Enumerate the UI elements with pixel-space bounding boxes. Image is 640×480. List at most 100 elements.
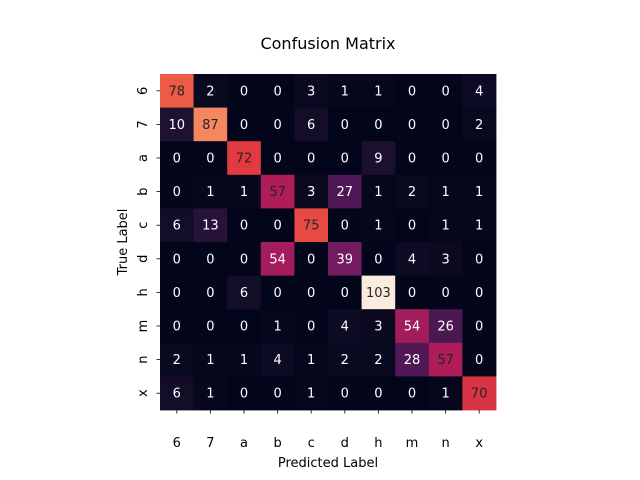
heatmap-cell: [328, 376, 362, 411]
cell-value-label: 0: [341, 286, 349, 301]
cell-value-label: 0: [273, 387, 281, 402]
cell-value-label: 4: [341, 320, 349, 335]
heatmap-cell: [428, 309, 463, 344]
cell-value-label: 0: [240, 219, 248, 234]
heatmap-cell: [428, 174, 463, 209]
heatmap-cell: [193, 376, 228, 411]
cell-value-label: 0: [408, 286, 416, 301]
heatmap-cell: [428, 275, 463, 310]
cell-value-label: 1: [206, 353, 214, 368]
cell-value-label: 1: [273, 320, 281, 335]
cell-value-label: 26: [437, 320, 454, 335]
heatmap-cell: [462, 208, 497, 243]
heatmap-cell: [260, 74, 295, 108]
cell-value-label: 0: [240, 84, 248, 99]
heatmap-cell: [227, 376, 262, 411]
heatmap-cell: [462, 242, 497, 276]
heatmap-cell: [395, 74, 430, 108]
heatmap-cell: [361, 242, 396, 276]
heatmap-cell: [193, 74, 228, 108]
heatmap-cell: [294, 74, 329, 108]
cell-value-label: 54: [269, 252, 286, 267]
cell-value-label: 0: [441, 286, 449, 301]
cell-value-label: 0: [307, 286, 315, 301]
heatmap-cell: [462, 74, 497, 108]
heatmap-cell: [361, 141, 396, 176]
cell-value-label: 1: [475, 185, 483, 200]
cell-value-label: 0: [273, 219, 281, 234]
heatmap-cell: [361, 107, 396, 142]
heatmap-cell: [395, 141, 430, 176]
heatmap-cell: [462, 376, 497, 411]
heatmap-cell: [227, 74, 262, 108]
heatmap-cell: [160, 342, 194, 377]
cell-value-label: 103: [366, 286, 391, 301]
heatmap-cell: [193, 242, 228, 276]
heatmap-cell: [361, 74, 396, 108]
cell-value-label: 1: [341, 84, 349, 99]
cell-value-label: 0: [475, 286, 483, 301]
cell-value-label: 1: [374, 219, 382, 234]
cell-value-label: 0: [374, 252, 382, 267]
cell-value-label: 0: [408, 84, 416, 99]
cell-value-label: 0: [240, 252, 248, 267]
heatmap-cell: [395, 309, 430, 344]
heatmap-cell: [193, 275, 228, 310]
heatmap-cell: [160, 74, 194, 108]
cell-value-label: 70: [471, 387, 488, 402]
heatmap-cell: [428, 242, 463, 276]
heatmap-cell: [462, 141, 497, 176]
y-tick-label: a: [136, 154, 151, 162]
cell-value-label: 2: [206, 84, 214, 99]
cell-value-label: 1: [374, 84, 382, 99]
cell-value-label: 3: [441, 252, 449, 267]
cell-value-label: 0: [240, 118, 248, 133]
cell-value-label: 0: [341, 387, 349, 402]
x-tick-label: 7: [206, 436, 214, 451]
cell-value-label: 0: [273, 118, 281, 133]
cell-value-label: 0: [307, 152, 315, 167]
cell-value-label: 3: [374, 320, 382, 335]
x-tick-label: n: [441, 436, 449, 451]
heatmap-cell: [227, 275, 262, 310]
heatmap-cell: [294, 275, 329, 310]
cell-value-label: 0: [341, 152, 349, 167]
cell-value-label: 2: [374, 353, 382, 368]
cell-value-label: 2: [408, 185, 416, 200]
cell-value-label: 78: [169, 84, 186, 99]
y-tick-label: m: [136, 320, 151, 333]
heatmap-cell: [462, 107, 497, 142]
heatmap-cell: [328, 309, 362, 344]
y-tick-label: x: [136, 389, 151, 397]
cell-value-label: 0: [206, 286, 214, 301]
heatmap-cell: [462, 275, 497, 310]
x-tick-label: b: [273, 436, 281, 451]
x-tick-label: m: [406, 436, 419, 451]
cell-value-label: 75: [303, 219, 320, 234]
cell-value-label: 0: [441, 152, 449, 167]
y-tick-label: b: [136, 187, 151, 195]
cell-value-label: 1: [307, 387, 315, 402]
cell-value-label: 1: [307, 353, 315, 368]
heatmap-cell: [462, 174, 497, 209]
heatmap-cell: [260, 309, 295, 344]
heatmap-cell: [193, 174, 228, 209]
heatmap-cell: [328, 74, 362, 108]
cell-value-label: 54: [404, 320, 421, 335]
y-tick-labels: 6 7 a b c d h m n x: [136, 87, 160, 397]
heatmap-cell: [361, 376, 396, 411]
heatmap-cell: [227, 174, 262, 209]
cell-value-label: 0: [307, 252, 315, 267]
cell-value-label: 1: [240, 185, 248, 200]
heatmap-cell: [428, 107, 463, 142]
heatmap-cell: [260, 376, 295, 411]
heatmap-cell: [227, 242, 262, 276]
cell-value-label: 0: [173, 252, 181, 267]
heatmap-cell: [328, 107, 362, 142]
cell-value-label: 6: [240, 286, 248, 301]
heatmap-cell: [462, 342, 497, 377]
heatmap-cell: [260, 174, 295, 209]
cell-value-label: 1: [441, 387, 449, 402]
heatmap-cell: [462, 309, 497, 344]
cell-value-label: 87: [202, 118, 219, 133]
